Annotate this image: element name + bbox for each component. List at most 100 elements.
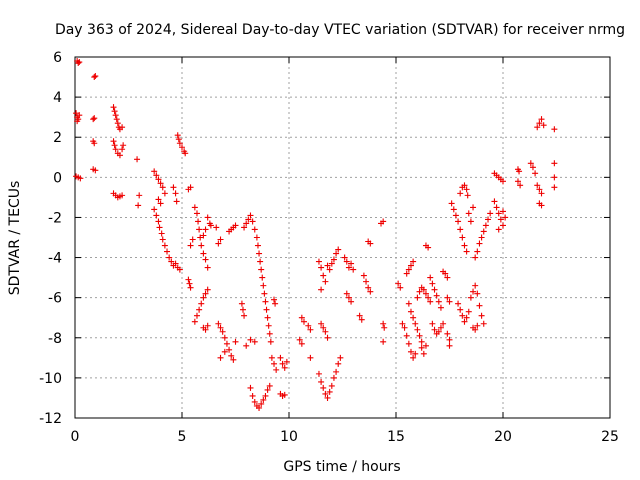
data-point <box>268 354 275 361</box>
data-point <box>463 186 470 193</box>
data-point <box>465 308 472 315</box>
x-tick-labels: 0 5 10 15 20 25 <box>71 429 619 445</box>
data-point <box>345 294 352 301</box>
data-point <box>330 374 337 381</box>
x-axis-label: GPS time / hours <box>283 459 400 475</box>
y-tick-label: -10 <box>39 371 62 387</box>
data-point <box>399 320 406 327</box>
data-point <box>324 262 331 269</box>
data-point <box>221 334 228 341</box>
data-point <box>405 266 412 273</box>
data-point <box>472 282 479 289</box>
data-point <box>207 222 214 229</box>
data-point <box>478 234 485 241</box>
data-point <box>435 298 442 305</box>
data-point <box>200 294 207 301</box>
data-point <box>251 398 258 405</box>
data-point <box>247 384 254 391</box>
data-point <box>495 226 502 233</box>
y-tick-label: -8 <box>48 331 62 347</box>
data-point <box>551 126 558 133</box>
data-point <box>476 302 483 309</box>
data-point <box>161 242 168 249</box>
data-point <box>315 258 322 265</box>
data-point <box>298 314 305 321</box>
data-point <box>467 218 474 225</box>
data-point <box>457 190 464 197</box>
data-point <box>491 198 498 205</box>
data-point <box>221 348 228 355</box>
data-point <box>429 320 436 327</box>
data-point <box>174 132 181 139</box>
data-point <box>474 322 481 329</box>
y-tick-label: 6 <box>53 50 62 66</box>
data-point <box>185 276 192 283</box>
data-point <box>407 308 414 315</box>
data-point <box>463 314 470 321</box>
data-point <box>92 167 99 174</box>
data-point <box>427 298 434 305</box>
data-point <box>77 175 84 182</box>
data-point <box>191 318 198 325</box>
data-point <box>136 192 143 199</box>
data-point <box>480 320 487 327</box>
data-point <box>195 218 202 225</box>
data-point <box>551 184 558 191</box>
data-point <box>326 388 333 395</box>
data-point <box>260 396 267 403</box>
data-point <box>283 358 290 365</box>
data-point <box>444 274 451 281</box>
data-point <box>153 172 160 179</box>
data-point <box>155 176 162 183</box>
data-point <box>120 142 127 149</box>
data-point <box>474 290 481 297</box>
data-point <box>348 298 355 305</box>
data-point <box>363 278 370 285</box>
data-point <box>422 290 429 297</box>
data-point <box>256 250 263 257</box>
data-point <box>472 326 479 333</box>
data-point <box>247 336 254 343</box>
data-point <box>111 108 118 115</box>
data-point <box>444 294 451 301</box>
data-point <box>493 204 500 211</box>
plot-frame <box>74 56 611 419</box>
data-point <box>318 264 325 271</box>
data-point <box>416 288 423 295</box>
data-point <box>267 338 274 345</box>
data-point <box>159 236 166 243</box>
data-point <box>472 254 479 261</box>
x-tick-label: 25 <box>601 429 619 445</box>
data-point <box>532 170 539 177</box>
data-point <box>256 404 263 411</box>
data-point <box>320 324 327 331</box>
data-point <box>281 364 288 371</box>
data-point <box>356 312 363 319</box>
y-axis-label: SDTVAR / TECUs <box>7 181 23 296</box>
data-point <box>437 324 444 331</box>
data-point <box>418 338 425 345</box>
data-point <box>514 178 521 185</box>
data-point <box>425 294 432 301</box>
data-point <box>333 368 340 375</box>
data-point <box>418 344 425 351</box>
data-point <box>241 224 248 231</box>
data-point <box>307 354 314 361</box>
data-point <box>420 286 427 293</box>
data-point <box>337 354 344 361</box>
data-point <box>395 280 402 287</box>
data-point <box>228 352 235 359</box>
data-point <box>367 288 374 295</box>
data-point <box>464 192 471 199</box>
data-point <box>380 218 387 225</box>
data-point <box>156 224 163 231</box>
data-point <box>119 192 126 199</box>
data-point <box>482 222 489 229</box>
data-point <box>446 342 453 349</box>
data-point <box>193 210 200 217</box>
data-point <box>444 330 451 337</box>
data-point <box>431 326 438 333</box>
data-point <box>198 242 205 249</box>
data-point <box>538 190 545 197</box>
y-tick-label: 2 <box>53 130 62 146</box>
